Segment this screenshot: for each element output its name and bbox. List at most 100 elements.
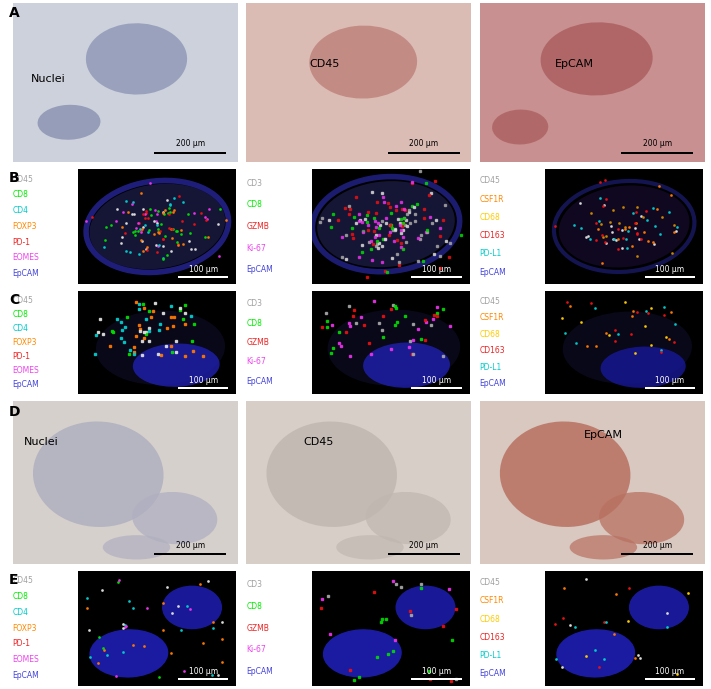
Text: 200 μm: 200 μm: [176, 541, 205, 550]
Ellipse shape: [133, 344, 220, 387]
Text: CD4: CD4: [13, 608, 28, 617]
Ellipse shape: [90, 184, 225, 269]
Ellipse shape: [267, 422, 397, 527]
Bar: [645, 387, 695, 389]
Ellipse shape: [365, 492, 451, 544]
Ellipse shape: [500, 422, 631, 527]
Bar: [411, 387, 462, 389]
Bar: [154, 152, 227, 154]
Ellipse shape: [86, 23, 187, 94]
Ellipse shape: [599, 492, 684, 544]
Text: 100 μm: 100 μm: [656, 265, 685, 274]
Text: EpCAM: EpCAM: [584, 431, 623, 440]
Bar: [621, 553, 693, 555]
Ellipse shape: [395, 586, 456, 629]
Text: 100 μm: 100 μm: [422, 376, 451, 385]
Text: 100 μm: 100 μm: [656, 667, 685, 676]
Ellipse shape: [38, 105, 100, 140]
Text: CD3: CD3: [246, 299, 262, 308]
Bar: [178, 678, 228, 680]
Text: Nuclei: Nuclei: [31, 74, 65, 85]
Text: CD4: CD4: [13, 324, 28, 333]
Text: Ki-67: Ki-67: [246, 244, 266, 253]
Ellipse shape: [363, 342, 450, 388]
Ellipse shape: [162, 586, 222, 629]
Bar: [178, 276, 228, 278]
Text: 200 μm: 200 μm: [643, 541, 672, 550]
Text: CD8: CD8: [246, 200, 262, 209]
Text: 100 μm: 100 μm: [188, 265, 218, 274]
Ellipse shape: [96, 311, 225, 385]
Text: CD68: CD68: [480, 330, 501, 339]
Text: EpCAM: EpCAM: [480, 267, 506, 276]
Text: CD8: CD8: [246, 318, 262, 327]
Text: A: A: [9, 6, 20, 20]
Text: GZMB: GZMB: [246, 338, 269, 347]
Text: EpCAM: EpCAM: [246, 667, 273, 676]
Text: CD8: CD8: [13, 592, 28, 601]
Text: 100 μm: 100 μm: [188, 376, 218, 385]
Text: C: C: [9, 293, 19, 307]
Text: E: E: [9, 573, 18, 587]
Bar: [645, 276, 695, 278]
Ellipse shape: [492, 110, 548, 145]
Text: 200 μm: 200 μm: [643, 139, 672, 148]
Text: CD45: CD45: [13, 175, 33, 184]
Text: CD3: CD3: [246, 178, 262, 187]
Ellipse shape: [323, 629, 402, 677]
Text: CD8: CD8: [246, 602, 262, 611]
Text: CSF1R: CSF1R: [480, 194, 504, 204]
Ellipse shape: [601, 347, 685, 388]
Ellipse shape: [132, 492, 218, 544]
Bar: [411, 678, 462, 680]
Text: CD8: CD8: [13, 310, 28, 319]
Text: PD-1: PD-1: [13, 639, 31, 648]
Text: CD68: CD68: [480, 615, 501, 624]
Text: PD-L1: PD-L1: [480, 362, 502, 371]
Text: CD8: CD8: [13, 190, 28, 200]
Text: CD45: CD45: [310, 59, 340, 69]
Ellipse shape: [336, 535, 404, 559]
Text: B: B: [9, 171, 20, 185]
Text: CSF1R: CSF1R: [480, 313, 504, 322]
Text: CD163: CD163: [480, 346, 506, 356]
Text: PD-1: PD-1: [13, 352, 31, 361]
Bar: [645, 678, 695, 680]
Ellipse shape: [570, 535, 637, 559]
Text: EpCAM: EpCAM: [555, 59, 594, 69]
Text: CD3: CD3: [246, 580, 262, 589]
Bar: [621, 152, 693, 154]
Text: FOXP3: FOXP3: [13, 338, 37, 347]
Text: CD163: CD163: [480, 231, 506, 240]
Ellipse shape: [309, 25, 417, 99]
Text: PD-L1: PD-L1: [480, 651, 502, 660]
Bar: [411, 276, 462, 278]
Text: EpCAM: EpCAM: [13, 269, 39, 278]
Text: EpCAM: EpCAM: [246, 377, 273, 386]
Text: EOMES: EOMES: [13, 655, 39, 664]
Bar: [178, 387, 228, 389]
Text: CD68: CD68: [480, 213, 501, 222]
Text: FOXP3: FOXP3: [13, 624, 37, 633]
Ellipse shape: [33, 422, 164, 527]
Text: Ki-67: Ki-67: [246, 358, 266, 367]
Text: CD45: CD45: [13, 577, 33, 586]
Ellipse shape: [317, 181, 455, 267]
Text: EOMES: EOMES: [13, 367, 39, 376]
Bar: [388, 553, 460, 555]
Text: EpCAM: EpCAM: [480, 379, 506, 388]
Text: CD45: CD45: [480, 578, 501, 587]
Text: 100 μm: 100 μm: [188, 667, 218, 676]
Text: EpCAM: EpCAM: [246, 265, 273, 274]
Text: 200 μm: 200 μm: [410, 541, 439, 550]
Ellipse shape: [90, 629, 169, 677]
Bar: [154, 553, 227, 555]
Ellipse shape: [103, 535, 170, 559]
Text: CD163: CD163: [480, 633, 506, 641]
Text: EOMES: EOMES: [13, 254, 39, 263]
Ellipse shape: [559, 185, 690, 267]
Text: CD45: CD45: [303, 437, 333, 447]
Text: 100 μm: 100 μm: [422, 265, 451, 274]
Text: Ki-67: Ki-67: [246, 646, 266, 655]
Text: 200 μm: 200 μm: [176, 139, 205, 148]
